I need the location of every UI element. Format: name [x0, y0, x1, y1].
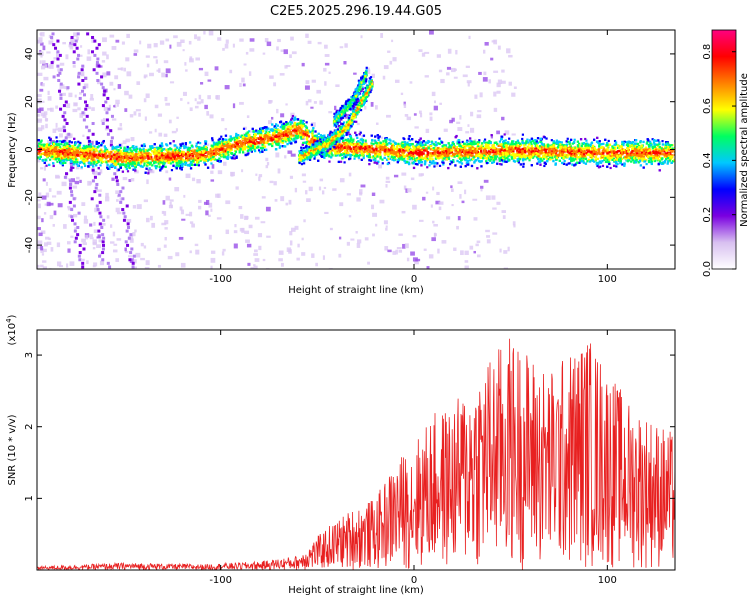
- snr-y-tick-label: 3: [24, 352, 35, 358]
- snr-x-tick-label: -100: [209, 575, 232, 586]
- colorbar-ticks: 0.0 0.2 0.4 0.6 0.8: [702, 44, 736, 277]
- colorbar-tick-label: 0.0: [702, 261, 713, 277]
- colorbar-tick-label: 0.6: [702, 98, 713, 114]
- colorbar-tick-label: 0.4: [702, 152, 713, 168]
- snr-y-label: SNR (10 * v/v): [7, 414, 18, 485]
- snr-x-tick-label: 0: [411, 575, 417, 586]
- snr-y-axis: 1 2 3: [24, 352, 675, 502]
- snr-panel: -100 0 100 1 2 3 (x104) SNR (10 * v/v) Heigh…: [5, 314, 676, 596]
- spectrogram-x-tick-label: -100: [209, 274, 232, 285]
- snr-y-tick-label: 2: [24, 424, 35, 430]
- spectrogram-panel: -100 0 100 -40 -20 0 20 40 Height of straight …: [7, 29, 676, 296]
- snr-frame: [36, 329, 676, 571]
- snr-multiplier-exp: 4: [5, 318, 13, 323]
- snr-multiplier-close: ): [7, 314, 18, 318]
- spectrogram-x-tick-label: 100: [598, 274, 617, 285]
- spectrogram-x-label: Height of straight line (km): [288, 285, 424, 296]
- spectrogram-y-tick-label: 0: [24, 146, 35, 152]
- snr-y-tick-label: 1: [24, 495, 35, 501]
- colorbar-tick-label: 0.8: [702, 44, 713, 60]
- colorbar-gradient: [711, 29, 737, 270]
- snr-x-tick-label: 100: [598, 575, 617, 586]
- spectrogram-y-tick-label: 20: [24, 95, 35, 108]
- spectrogram-content: [37, 30, 675, 269]
- spectrogram-y-axis: -40 -20 0 20 40: [24, 48, 675, 253]
- snr-x-label: Height of straight line (km): [288, 585, 424, 596]
- spectrogram-y-tick-label: 40: [24, 48, 35, 61]
- colorbar-tick-label: 0.2: [702, 207, 713, 223]
- snr-multiplier-base: (x10: [7, 323, 18, 346]
- colorbar-label: Normalized spectral amplitude: [739, 73, 750, 227]
- spectrogram-x-tick-label: 0: [411, 274, 417, 285]
- spectrogram-y-label: Frequency (Hz): [7, 112, 18, 188]
- page-title: C2E5.2025.296.19.44.G05: [270, 4, 442, 19]
- snr-x-axis: -100 0 100: [209, 330, 617, 586]
- snr-multiplier: (x104): [5, 314, 18, 345]
- spectrogram-y-tick-label: -40: [24, 237, 35, 253]
- spectrogram-y-tick-label: -20: [24, 189, 35, 205]
- spectrogram-x-axis: -100 0 100: [209, 30, 617, 285]
- snr-series-line: [37, 338, 675, 570]
- colorbar: 0.0 0.2 0.4 0.6 0.8 Normalized spectral ampl…: [702, 29, 750, 277]
